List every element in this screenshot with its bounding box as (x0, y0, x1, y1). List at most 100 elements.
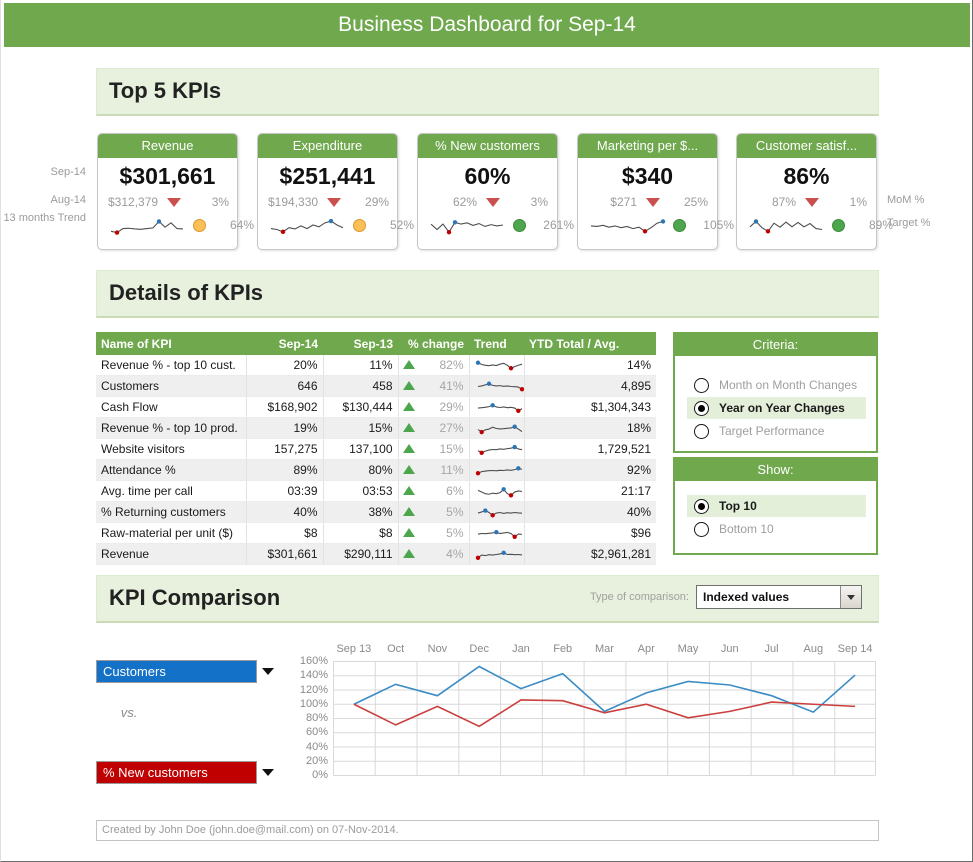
comparison-type-value: Indexed values (703, 590, 790, 604)
kpi-sparkline-wrap (268, 213, 346, 237)
kpi-sep13-cell: 137,100 (323, 438, 399, 460)
table-row: Revenue $301,661 $290,111 4% $2,961,281 (96, 543, 656, 565)
kpi-ytd-cell: $1,304,343 (524, 396, 656, 418)
kpi-current-value: $340 (621, 163, 674, 189)
x-axis-label: Nov (427, 643, 448, 655)
kpi-change-cell: 82% (398, 355, 470, 376)
kpi-target-pct: 261% (543, 218, 574, 232)
trend-sparkline (475, 360, 522, 370)
x-axis-label: Jan (512, 643, 530, 655)
kpi-card: Customer satisf... 86% 87% 1% 89% (736, 133, 893, 250)
kpi-current-value: 60% (464, 163, 511, 189)
show-option-label: Bottom 10 (719, 522, 774, 536)
kpi-table-col-header: YTD Total / Avg. (524, 332, 656, 355)
kpi-table-header: Name of KPI Sep-14 Sep-13% change Trend YTD … (96, 332, 656, 355)
series2-dropdown-arrow-icon[interactable] (262, 769, 274, 776)
kpi-card: Marketing per $... $340 $271 25% 105% (577, 133, 734, 250)
criteria-option-label: Target Performance (719, 424, 825, 438)
kpi-table-col-header: Sep-13 (323, 332, 398, 355)
radio-icon[interactable] (694, 423, 709, 439)
kpi-sparkline-wrap (428, 213, 506, 237)
status-circle-icon (352, 218, 366, 232)
kpi-table-col-header: % change (398, 332, 469, 355)
show-panel: Show: Top 10 Bottom 10 (673, 457, 878, 555)
kpi-sparkline (270, 218, 344, 235)
kpi-previous-value: $271 (610, 195, 637, 209)
y-axis-label: 160% (299, 655, 328, 667)
status-circle-icon (512, 218, 526, 232)
row-label-trend: 13 months Trend (3, 212, 86, 224)
criteria-option[interactable]: Target Performance (687, 420, 866, 442)
kpi-mom-row: 87% 1% (737, 191, 876, 213)
triangle-down-icon (646, 197, 660, 207)
status-circle-icon (831, 218, 845, 232)
kpi-sep13-cell: 03:53 (323, 480, 399, 502)
series1-dropdown-arrow-icon[interactable] (262, 668, 274, 675)
comparison-type-label: Type of comparison: (589, 591, 689, 603)
radio-icon[interactable] (694, 521, 709, 537)
kpi-sep14-cell: $8 (246, 522, 324, 544)
show-option[interactable]: Bottom 10 (687, 518, 866, 540)
kpi-target-pct: 64% (229, 218, 254, 232)
kpi-trend-cell (469, 543, 525, 565)
kpi-table-col-header: Name of KPI (96, 332, 246, 355)
kpi-trend-cell (469, 355, 525, 376)
kpi-trend-cell (469, 417, 525, 439)
table-row: Customers 646 458 41% 4,895 (96, 375, 656, 397)
comparison-type-dropdown[interactable]: Indexed values (696, 585, 862, 609)
kpi-name-cell: Attendance % (96, 459, 247, 481)
trend-sparkline (475, 465, 522, 475)
table-row: Raw-material per unit ($) $8 $8 5% $96 (96, 522, 656, 544)
kpi-name-cell: Website visitors (96, 438, 247, 460)
trend-sparkline (477, 529, 522, 539)
triangle-up-icon (402, 528, 415, 537)
kpi-previous-value: 87% (771, 195, 796, 209)
row-label-target-pct: Target % (887, 217, 931, 229)
criteria-panel-title: Criteria: (675, 334, 876, 356)
footer-credit: Created by John Doe (john.doe@mail.com) … (96, 820, 879, 841)
kpi-sparkline (590, 219, 666, 234)
kpi-card-title: % New customers (418, 134, 557, 158)
dropdown-button[interactable] (840, 586, 861, 608)
series2-selector[interactable]: % New customers (96, 761, 257, 784)
kpi-change-cell: 5% (398, 501, 470, 523)
kpi-previous-value: $312,379 (108, 195, 159, 209)
show-option-label: Top 10 (719, 499, 757, 513)
kpi-current-value: 86% (783, 163, 830, 189)
kpi-trend-cell (469, 501, 525, 523)
x-axis-label: Sep 14 (837, 643, 873, 655)
radio-icon[interactable] (694, 377, 709, 393)
kpi-current-value: $301,661 (119, 163, 216, 189)
kpi-name-cell: Customers (96, 375, 247, 397)
kpi-sep13-cell: $130,444 (323, 396, 399, 418)
y-axis-label: 0% (312, 769, 328, 781)
kpi-change-cell: 5% (398, 522, 470, 544)
trend-sparkline (477, 381, 523, 391)
show-option[interactable]: Top 10 (687, 495, 866, 517)
radio-selected-icon[interactable] (694, 498, 709, 514)
table-row: Avg. time per call 03:39 03:53 6% 21:17 (96, 480, 656, 502)
kpi-sep13-cell: 80% (323, 459, 399, 481)
kpi-sep13-cell: 15% (323, 417, 399, 439)
kpi-trend-row: 105% (578, 213, 734, 235)
kpi-change-cell: 6% (398, 480, 470, 502)
triangle-up-icon (402, 465, 415, 474)
x-axis-label: Aug (803, 643, 824, 655)
criteria-option[interactable]: Year on Year Changes (687, 397, 866, 419)
table-row: Cash Flow $168,902 $130,444 29% $1,304,343 (96, 396, 656, 418)
series1-selector[interactable]: Customers (96, 660, 257, 683)
kpi-sep13-cell: $8 (323, 522, 399, 544)
y-axis-label: 80% (305, 712, 328, 724)
kpi-card-title: Marketing per $... (578, 134, 717, 158)
triangle-down-icon (327, 197, 342, 207)
trend-sparkline (477, 507, 522, 517)
chart-line-series1 (353, 665, 856, 714)
kpi-mom-pct: 25% (683, 195, 708, 209)
kpi-card: Expenditure $251,441 $194,330 29% 52% (257, 133, 414, 250)
x-axis-label: Oct (387, 643, 405, 655)
criteria-option[interactable]: Month on Month Changes (687, 374, 866, 396)
kpi-sep14-cell: 89% (246, 459, 324, 481)
radio-selected-icon[interactable] (694, 400, 709, 416)
triangle-up-icon (402, 402, 415, 411)
x-axis-label: Sep 13 (336, 643, 372, 655)
